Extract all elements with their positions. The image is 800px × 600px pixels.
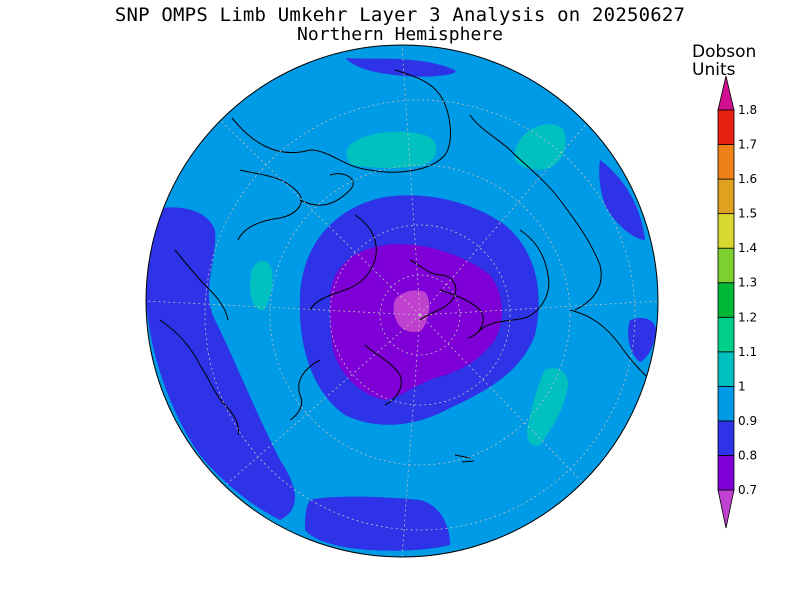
- colorbar-box-1.2: [717, 282, 735, 318]
- colorbar-tick-label: 1.4: [738, 241, 757, 255]
- colorbar-tick-label: 1.6: [738, 172, 757, 186]
- colorbar-unit-line2: Units: [692, 60, 736, 80]
- colorbar-box-1: [717, 351, 735, 387]
- colorbar-under-triangle: [717, 489, 735, 529]
- colorbar-tick-label: 1: [738, 379, 746, 393]
- colorbar-box-1.3: [717, 247, 735, 284]
- colorbar-tick-label: 0.8: [738, 448, 757, 462]
- map-title: SNP OMPS Limb Umkehr Layer 3 Analysis on…: [114, 4, 686, 26]
- colorbar-tick-label: 0.7: [738, 483, 757, 497]
- colorbar-tick-label: 1.2: [738, 310, 757, 324]
- colorbar-tick-label: 0.9: [738, 414, 757, 428]
- colorbar-tick-label: 1.8: [738, 103, 757, 117]
- colorbar-box-1.6: [717, 144, 735, 180]
- contour-0.8-west: [146, 207, 295, 521]
- coastlines: [159, 69, 651, 463]
- colorbar-box-1.5: [717, 178, 735, 215]
- contour-1.0-northeast: [514, 124, 566, 170]
- colorbar-box-1.7: [717, 109, 735, 145]
- contour-0.8-northeast: [599, 160, 645, 240]
- contour-0.8-north: [345, 58, 456, 77]
- contour-1.0-north: [346, 131, 437, 169]
- colorbar-over-triangle: [717, 75, 735, 111]
- colorbar-unit-line1: Dobson: [692, 42, 757, 62]
- colorbar-tick-label: 1.1: [738, 345, 757, 359]
- colorbar-tick-label: 1.7: [738, 138, 757, 152]
- contour-below-0.7: [393, 290, 430, 332]
- colorbar-box-1.4: [717, 213, 735, 249]
- contour-1.0-southeast: [527, 368, 568, 446]
- contour-1.0-west: [250, 261, 273, 311]
- colorbar-tick-label: 1.3: [738, 276, 757, 290]
- graticule: [146, 45, 658, 557]
- colorbar-box-1.1: [717, 316, 735, 353]
- contour-0.8-east: [628, 318, 656, 362]
- map-border: [145, 44, 659, 558]
- map-subtitle: Northern Hemisphere: [297, 24, 503, 45]
- colorbar-box-0.9: [717, 385, 735, 422]
- colorbar-tick-label: 1.5: [738, 207, 757, 221]
- contour-0.8-south: [305, 496, 450, 551]
- colorbar-box-0.8: [717, 420, 735, 456]
- colorbar-box-0.7: [717, 455, 735, 491]
